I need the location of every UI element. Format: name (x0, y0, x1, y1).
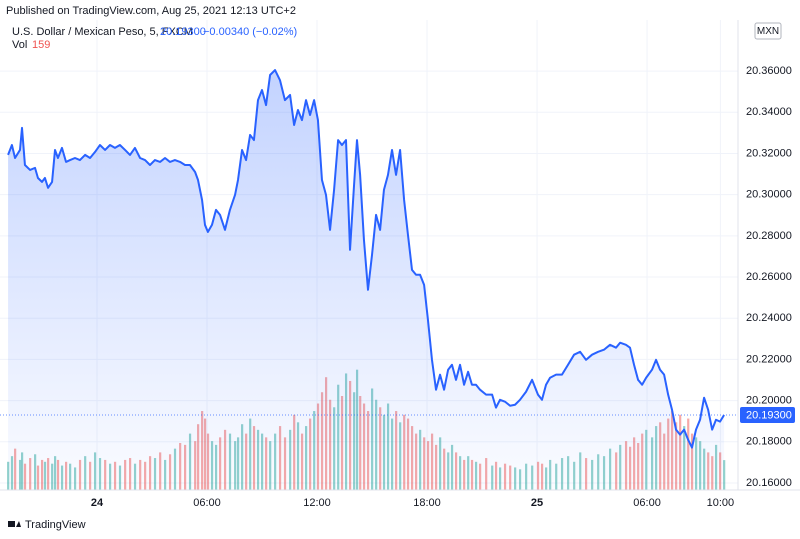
volume-bar (723, 460, 726, 490)
y-tick-label: 20.30000 (746, 189, 792, 201)
price-line (7, 69, 725, 449)
y-tick-label: 20.16000 (746, 477, 792, 489)
y-tick-label: 20.36000 (746, 65, 792, 77)
change-label: −0.00340 (−0.02%) (203, 26, 297, 38)
price-label: 20.19300 (160, 26, 206, 38)
currency[interactable]: MXN (757, 26, 779, 37)
x-tick-label: 10:00 (707, 497, 735, 509)
x-tick-label: 25 (531, 497, 543, 509)
x-tick-label: 12:00 (303, 497, 331, 509)
x-tick-label: 06:00 (193, 497, 221, 509)
symbol-title: U.S. Dollar / Mexican Peso, 5, FXCM (12, 26, 193, 38)
x-tick-label: 24 (91, 497, 104, 509)
y-tick-label: 20.28000 (746, 230, 792, 242)
x-tick-label: 18:00 (413, 497, 441, 509)
published: Published on TradingView.com, Aug 25, 20… (6, 5, 296, 17)
logo (8, 521, 21, 527)
y-tick-label: 20.24000 (746, 312, 792, 324)
x-tick-label: 06:00 (633, 497, 661, 509)
currency-box[interactable] (754, 22, 782, 40)
area-fill (8, 70, 725, 491)
y-tick-label: 20.18000 (746, 436, 792, 448)
y-tick-label: 20.32000 (746, 147, 792, 159)
y-tick-label: 20.26000 (746, 271, 792, 283)
volume-last: 159 (32, 39, 50, 51)
y-tick-label: 20.34000 (746, 106, 792, 118)
y-tick-label: 20.20000 (746, 395, 792, 407)
current-price-box (740, 407, 795, 424)
current-price-label: 20.19300 (746, 409, 792, 421)
y-tick-label: 20.22000 (746, 353, 792, 365)
footer: TradingView (25, 519, 86, 531)
volume-title: Vol (12, 39, 27, 51)
